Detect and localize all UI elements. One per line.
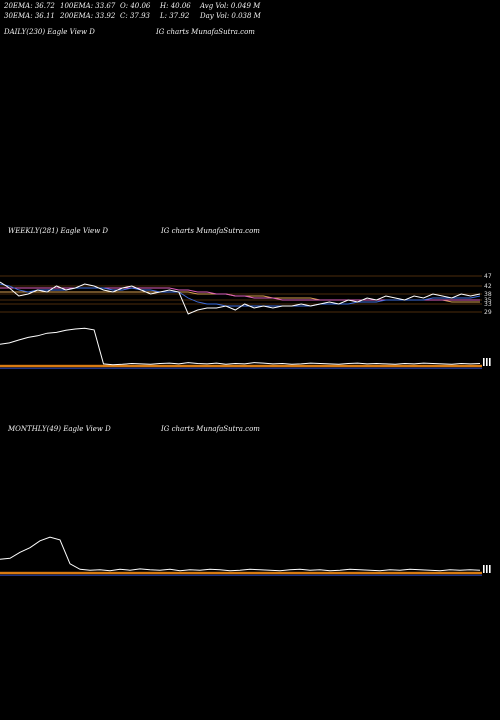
header-day-vol: Day Vol: 0.038 M bbox=[200, 12, 261, 20]
end-marker bbox=[489, 565, 491, 573]
monthly-watermark: IG charts MunafaSutra.com bbox=[161, 425, 260, 433]
monthly-panel-label: MONTHLY(49) Eagle View D bbox=[8, 425, 111, 433]
weekly-watermark: IG charts MunafaSutra.com bbox=[161, 227, 260, 235]
header-high: H: 40.06 bbox=[160, 2, 191, 10]
header-ema200: 200EMA: 33.92 bbox=[60, 12, 116, 20]
end-marker bbox=[483, 358, 485, 366]
weekly-panel-label: WEEKLY(281) Eagle View D bbox=[8, 227, 109, 235]
weekly-indicator-chart bbox=[0, 327, 491, 369]
daily-watermark: IG charts MunafaSutra.com bbox=[156, 28, 255, 36]
header-ema100: 100EMA: 33.67 bbox=[60, 2, 116, 10]
y-tick-label: 33 bbox=[484, 301, 492, 308]
end-marker bbox=[486, 565, 488, 573]
monthly-indicator-chart bbox=[0, 536, 491, 576]
daily-panel-label: DAILY(230) Eagle View D bbox=[4, 28, 95, 36]
y-tick-label: 47 bbox=[484, 273, 492, 280]
indicator-line bbox=[0, 536, 481, 572]
indicator-band bbox=[0, 571, 482, 575]
end-marker bbox=[486, 358, 488, 366]
header-low: L: 37.92 bbox=[160, 12, 190, 20]
end-marker bbox=[483, 565, 485, 573]
header-open: O: 40.06 bbox=[120, 2, 151, 10]
header-ema30: 30EMA: 36.11 bbox=[4, 12, 55, 20]
y-tick-label: 42 bbox=[484, 283, 492, 290]
ema-short-line bbox=[0, 283, 481, 307]
ema-long-line bbox=[0, 291, 480, 303]
y-tick-label: 35 bbox=[484, 297, 492, 304]
y-tick-label: 38 bbox=[484, 291, 492, 298]
y-tick-label: 29 bbox=[484, 309, 492, 316]
indicator-line bbox=[0, 327, 481, 366]
end-marker bbox=[489, 358, 491, 366]
header-close: C: 37.93 bbox=[120, 12, 150, 20]
header-avg-vol: Avg Vol: 0.049 M bbox=[200, 2, 261, 10]
indicator-band bbox=[0, 364, 482, 368]
header-ema20: 20EMA: 36.72 bbox=[4, 2, 55, 10]
price-line bbox=[0, 281, 481, 315]
